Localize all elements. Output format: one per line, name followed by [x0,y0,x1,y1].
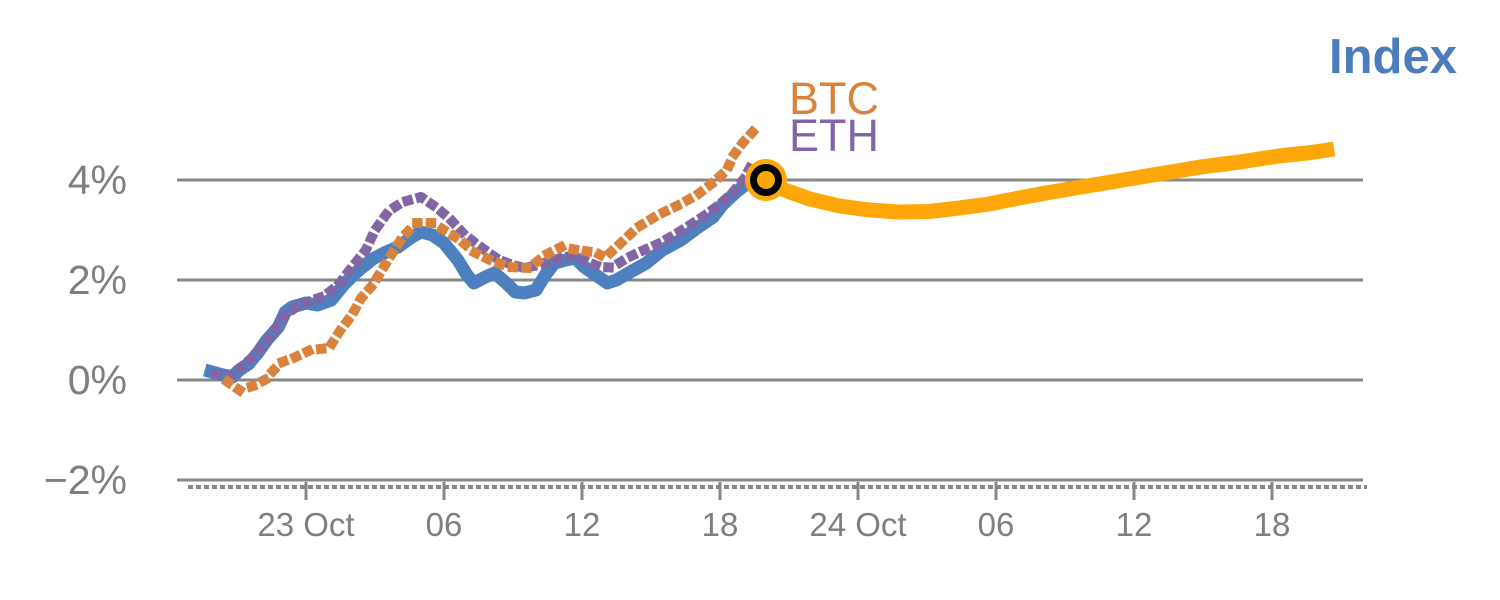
index-forecast-line [762,141,1336,220]
eth-line [210,157,760,381]
x-tick-label: 12 [1116,506,1153,543]
chart-title: Index [1329,30,1457,84]
x-tick-label: 12 [564,506,601,543]
x-tick-label: 06 [426,506,463,543]
x-tick-label: 18 [702,506,739,543]
btc-line [220,122,762,395]
y-tick-label: 0% [68,357,127,403]
x-tick-label: 24 Oct [809,506,906,543]
y-tick-label: 2% [68,257,127,303]
eth-series-label: ETH [789,110,879,161]
current-value-marker [750,164,782,196]
x-tick-label: 18 [1254,506,1291,543]
y-tick-label: −2% [44,457,127,503]
x-tick-label: 06 [978,506,1015,543]
y-tick-label: 4% [68,157,127,203]
x-tick-label: 23 Oct [257,506,354,543]
btc-series-label: BTC [789,73,879,124]
